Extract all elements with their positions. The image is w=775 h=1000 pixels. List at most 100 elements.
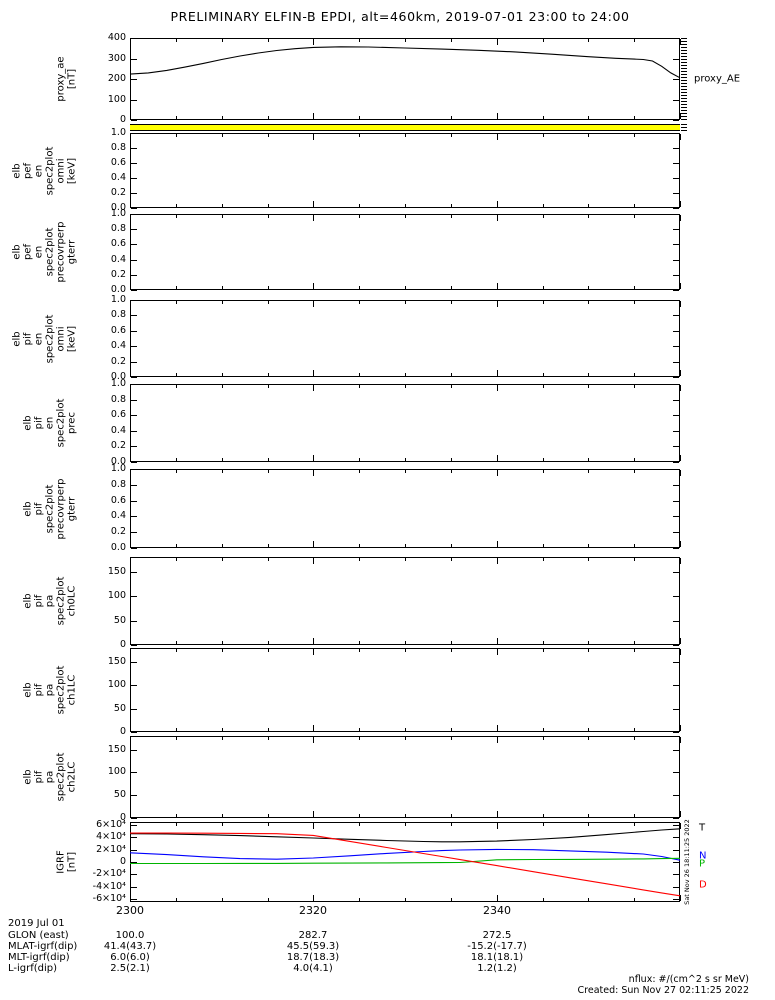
annotation-value: 1.2(1.2)	[477, 963, 517, 974]
panel-axis-label: ch1LC	[66, 674, 78, 706]
y-tick-label: 0	[119, 114, 126, 125]
y-tick-label: 0.2	[110, 355, 126, 367]
panel-elb_pif_pa_ch0LC	[130, 557, 681, 646]
panel-axis-label: prec	[66, 412, 78, 434]
panel-axis-label: [keV]	[66, 325, 78, 352]
panel-axis-label: proxy_ae	[55, 56, 67, 102]
panel-axis-label: pif	[33, 416, 45, 430]
y-tick-label: 100	[107, 679, 126, 691]
y-tick-label: 6×10⁴	[96, 819, 126, 831]
panel-axis-label: elb	[22, 500, 34, 517]
y-tick-label: 0.2	[110, 187, 126, 198]
y-tick-label: 0.2	[110, 526, 126, 538]
colorbar-ticks	[681, 38, 687, 120]
annotation-value: 282.7	[298, 930, 328, 941]
y-tick-label: 0.0	[110, 284, 126, 295]
series-label-t: T	[699, 822, 706, 834]
y-tick-label: 0.4	[110, 172, 126, 183]
panel-axis-label: en	[44, 416, 56, 430]
annotation-value: 4.0(4.1)	[293, 963, 333, 974]
panel-axis-label: elb	[11, 330, 23, 347]
units-note: nflux: #/(cm^2 s sr MeV)	[628, 974, 749, 985]
y-tick-label: 4×10⁴	[96, 831, 126, 843]
y-tick-label: 0.8	[110, 223, 126, 235]
panel-axis-label: pef	[22, 162, 34, 179]
y-tick-label: 0.4	[110, 253, 126, 265]
panel-axis-label: precovrperp	[55, 478, 67, 539]
panel-axis-label: pef	[22, 243, 34, 261]
series-label-d: D	[699, 879, 707, 891]
panel-axis-label: pa	[44, 770, 56, 784]
panel-axis-label: spec2plot	[55, 398, 67, 448]
panel-axis-label: ch0LC	[66, 585, 78, 617]
y-tick-label: 0.8	[110, 142, 126, 153]
annotation-row-mlat: MLAT-igrf(dip) 41.4(43.7) 45.5(59.3) -15…	[0, 941, 775, 952]
panel-elb_pif_en_omni	[130, 300, 681, 378]
y-tick-label: 1.0	[110, 127, 126, 138]
panel-right-label: proxy_AE	[694, 73, 741, 85]
date-row: 2019 Jul 01	[0, 918, 775, 929]
panel-axis-label: elb	[22, 415, 34, 431]
y-tick-label: 0.6	[110, 238, 126, 250]
y-tick-label: 0.0	[110, 542, 126, 553]
panel-axis-label: pa	[44, 683, 56, 697]
annotation-value: 41.4(43.7)	[103, 941, 157, 952]
series-P	[130, 857, 681, 865]
panel-axis-label: ch2LC	[66, 761, 78, 793]
panel-elb_pif_precovrperp_gterr	[130, 469, 681, 549]
y-tick-label: 0.0	[110, 202, 126, 213]
panel-axis-label: IGRF	[55, 850, 67, 874]
x-tick-label: 2320	[299, 904, 327, 917]
annotation-value: 100.0	[115, 930, 145, 941]
annotation-label: L-igrf(dip)	[8, 963, 58, 974]
y-tick-label: 100	[107, 590, 126, 602]
y-tick-label: 0.0	[110, 371, 126, 382]
y-tick-label: 50	[113, 789, 126, 801]
y-tick-label: 0.6	[110, 324, 126, 336]
y-tick-label: 0	[119, 726, 126, 737]
panel-axis-label: pif	[33, 594, 45, 608]
flag-bar	[130, 124, 680, 131]
panel-axis-label: omni	[55, 158, 67, 183]
y-tick-label: 50	[113, 614, 126, 626]
y-tick-label: 150	[107, 565, 126, 577]
series-N	[129, 848, 681, 861]
panel-axis-label: [nT]	[66, 68, 78, 90]
panel-axis-label: pa	[44, 594, 56, 608]
y-tick-label: 0.6	[110, 494, 126, 506]
y-tick-label: 0	[119, 639, 126, 650]
y-tick-label: 0.6	[110, 409, 126, 421]
annotation-row-l: L-igrf(dip) 2.5(2.1) 4.0(4.1) 1.2(1.2)	[0, 963, 775, 974]
date-label: 2019 Jul 01	[8, 918, 65, 929]
annotation-label: GLON (east)	[8, 930, 69, 941]
y-tick-label: 0	[119, 812, 126, 823]
colorbar-ticks	[681, 124, 687, 131]
panel-axis-label: gterr	[66, 496, 78, 521]
panel-axis-label: [nT]	[66, 851, 78, 873]
annotation-value: 45.5(59.3)	[286, 941, 340, 952]
panel-elb_pef_precovrperp_gterr	[130, 214, 681, 291]
series-label-n: N	[699, 850, 707, 862]
y-tick-label: -6×10⁴	[92, 892, 126, 904]
y-tick-label: 0.2	[110, 268, 126, 280]
panel-axis-label: en	[33, 245, 45, 259]
panel-axis-label: gterr	[66, 239, 78, 265]
y-tick-label: -4×10⁴	[92, 880, 126, 892]
y-tick-label: 0.4	[110, 340, 126, 352]
panel-axis-label: spec2plot	[55, 576, 67, 626]
panel-axis-label: precovrperp	[55, 221, 67, 283]
series-T	[129, 828, 681, 843]
y-tick-label: 0.0	[110, 456, 126, 467]
panel-axis-label: pif	[33, 502, 45, 515]
annotation-row-glon: GLON (east) 100.0 282.7 272.5	[0, 930, 775, 941]
annotation-value: 18.1(18.1)	[470, 952, 524, 963]
annotation-value: 2.5(2.1)	[110, 963, 150, 974]
y-tick-label: 1.0	[110, 294, 126, 305]
y-tick-label: 100	[107, 93, 126, 105]
y-tick-label: 0.2	[110, 440, 126, 452]
panel-axis-label: spec2plot	[44, 227, 56, 277]
panel-axis-label: spec2plot	[55, 665, 67, 715]
y-tick-label: 0.6	[110, 157, 126, 168]
annotation-value: 272.5	[482, 930, 512, 941]
